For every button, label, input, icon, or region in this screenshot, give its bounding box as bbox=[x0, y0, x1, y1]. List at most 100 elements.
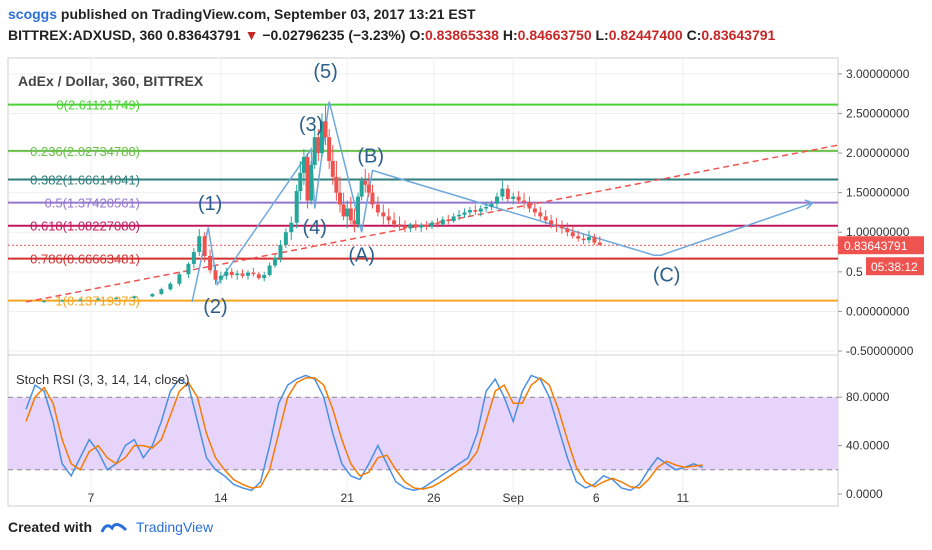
open-label: O: bbox=[409, 27, 425, 43]
candle-body bbox=[543, 216, 548, 221]
candle-body bbox=[554, 224, 559, 226]
candle-body bbox=[386, 216, 391, 221]
rsi-tick-label: 40.0000 bbox=[846, 439, 890, 453]
fib-label: 0(2.61121749) bbox=[56, 98, 140, 113]
candle-body bbox=[424, 225, 429, 227]
time-tick-label: 7 bbox=[88, 491, 95, 505]
symbol-line: BITTREX:ADXUSD, 360 0.83643791 ▼ −0.0279… bbox=[8, 27, 775, 43]
candle-body bbox=[240, 273, 245, 276]
candle-body bbox=[522, 200, 527, 203]
candle-body bbox=[397, 224, 402, 226]
candle-body bbox=[435, 222, 440, 225]
candle-body bbox=[375, 204, 380, 213]
candle-body bbox=[370, 192, 375, 205]
candle-body bbox=[597, 242, 602, 245]
fib-label: 0.786(0.66663481) bbox=[30, 252, 140, 267]
candle-body bbox=[338, 192, 342, 205]
chart-area[interactable]: 0(2.61121749) 0.236(2.02734788) 0.382(1.66… bbox=[0, 50, 932, 512]
candle-body bbox=[440, 219, 445, 225]
price-tick-label: 1.00000000 bbox=[846, 225, 910, 239]
candle-body bbox=[96, 298, 101, 300]
candle-body bbox=[208, 256, 213, 271]
candle-body bbox=[516, 196, 521, 201]
candle-body bbox=[392, 220, 397, 225]
wave-label: (5) bbox=[313, 61, 337, 83]
price-tick-label: 0.00000000 bbox=[846, 304, 910, 318]
candle-body bbox=[500, 188, 505, 197]
wave-arrowhead bbox=[804, 199, 815, 210]
stoch-rsi bbox=[25, 374, 703, 492]
countdown-tag bbox=[866, 257, 924, 276]
candle-body bbox=[294, 191, 299, 223]
candle-body bbox=[114, 297, 119, 299]
candle-body bbox=[505, 188, 510, 199]
price-tick-label: 2.50000000 bbox=[846, 106, 910, 120]
rsi-label: Stoch RSI (3, 3, 14, 14, close) bbox=[16, 372, 189, 387]
candle-body bbox=[213, 270, 218, 280]
price-tick-label: 2.00000000 bbox=[846, 146, 910, 160]
fib-label: 0.382(1.66614041) bbox=[30, 172, 140, 187]
candle-body bbox=[60, 300, 65, 302]
chart-title: AdEx / Dollar, 360, BITTREX bbox=[18, 73, 204, 89]
created-with-text: Created with bbox=[8, 519, 93, 535]
candle-body bbox=[159, 289, 164, 295]
candle-body bbox=[366, 184, 371, 193]
candle-body bbox=[430, 222, 435, 227]
grid bbox=[8, 58, 838, 506]
countdown-tag-text: 05:38:12 bbox=[871, 260, 918, 274]
candle-body bbox=[150, 294, 155, 297]
candle-body bbox=[489, 203, 494, 207]
wave-label: (1) bbox=[198, 193, 222, 215]
candle-body bbox=[224, 271, 229, 276]
wave-label: (A) bbox=[348, 245, 375, 267]
candle-body bbox=[202, 236, 207, 256]
time-tick-label: 21 bbox=[341, 491, 355, 505]
candle-body bbox=[319, 121, 324, 154]
candle-body bbox=[267, 265, 272, 276]
candle-body bbox=[592, 236, 597, 243]
time-tick-label: 11 bbox=[677, 491, 690, 505]
candle-body bbox=[218, 275, 223, 280]
candle-body bbox=[356, 196, 361, 225]
footer: Created with TradingView bbox=[8, 518, 213, 536]
candle-body bbox=[312, 137, 317, 165]
candle-body bbox=[587, 236, 591, 241]
candle-body bbox=[527, 202, 532, 209]
candle-body bbox=[462, 212, 467, 215]
down-arrow-icon: ▼ bbox=[244, 27, 259, 43]
candle-body bbox=[478, 208, 483, 212]
close-label: C: bbox=[686, 27, 702, 43]
wave-path[interactable] bbox=[191, 101, 813, 303]
price-tag bbox=[838, 236, 924, 255]
candle-body bbox=[402, 225, 407, 229]
candle-body bbox=[273, 257, 278, 266]
time-tick-label: 26 bbox=[427, 491, 441, 505]
fib-label: 0.236(2.02734788) bbox=[30, 144, 140, 159]
candle-body bbox=[570, 232, 575, 237]
candle-body bbox=[457, 214, 462, 217]
time-tick-label: 14 bbox=[214, 491, 228, 505]
candle-body bbox=[186, 263, 191, 275]
candle-body bbox=[549, 220, 554, 225]
high-label: H: bbox=[502, 27, 518, 43]
rsi-band bbox=[8, 396, 838, 471]
candle-body bbox=[309, 164, 314, 201]
price-tick-label: 0.5 bbox=[846, 265, 863, 279]
candle-body bbox=[494, 196, 499, 204]
fib-label: 1(0.13719373) bbox=[55, 294, 140, 309]
price-tick-label: 3.00000000 bbox=[846, 67, 910, 81]
tradingview-link[interactable]: TradingView bbox=[136, 519, 214, 535]
price-axis: 3.00000000 2.50000000 2.00000000 1.50000000… bbox=[838, 67, 924, 501]
candle-body bbox=[334, 176, 339, 193]
candle-body bbox=[446, 219, 451, 222]
low-value: 0.82447400 bbox=[608, 27, 683, 43]
rsi-tick-label: 0.0000 bbox=[846, 487, 883, 501]
open-value: 0.83865338 bbox=[425, 27, 499, 43]
candle-body bbox=[484, 206, 489, 209]
author-link[interactable]: scoggs bbox=[8, 6, 58, 22]
candle-body bbox=[341, 204, 346, 217]
close-value: 0.83643791 bbox=[701, 27, 776, 43]
candle-body bbox=[565, 228, 570, 233]
price-tag-text: 0.83643791 bbox=[844, 239, 908, 253]
candle-body bbox=[473, 210, 478, 212]
